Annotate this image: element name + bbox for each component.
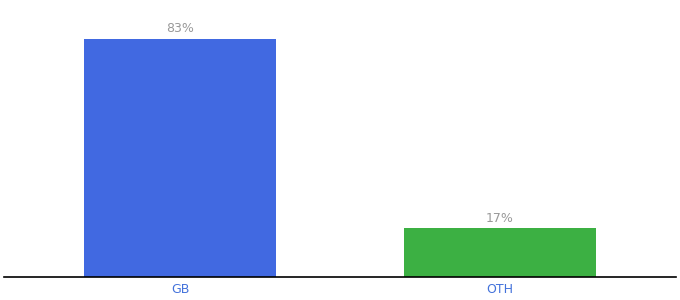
Text: 17%: 17%	[486, 212, 514, 225]
Bar	[404, 228, 596, 277]
Text: 83%: 83%	[166, 22, 194, 35]
Bar	[84, 39, 276, 277]
